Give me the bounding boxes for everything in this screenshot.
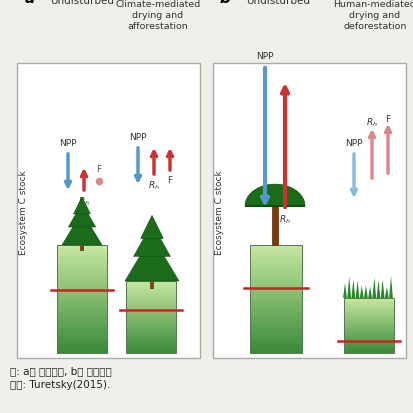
Text: Undisturbed: Undisturbed — [50, 0, 114, 6]
Text: $R_h$: $R_h$ — [148, 180, 160, 192]
Bar — [213, 63, 406, 358]
Text: $R_h$: $R_h$ — [366, 116, 378, 129]
Text: $R_h$: $R_h$ — [279, 213, 291, 225]
Text: NPP: NPP — [256, 52, 274, 61]
Polygon shape — [351, 279, 355, 298]
Polygon shape — [389, 276, 393, 298]
Bar — [17, 63, 200, 358]
Polygon shape — [62, 212, 102, 245]
Text: b: b — [220, 0, 231, 6]
Polygon shape — [368, 286, 372, 298]
Polygon shape — [356, 280, 359, 298]
Bar — [126, 281, 176, 353]
Text: 주: a는 한대습지, b는 열대습지: 주: a는 한대습지, b는 열대습지 — [10, 366, 112, 376]
Bar — [150, 281, 154, 289]
Text: NPP: NPP — [59, 139, 77, 148]
Text: a: a — [25, 0, 35, 6]
Text: $R_h$: $R_h$ — [78, 196, 90, 209]
Bar — [250, 245, 302, 353]
Text: NPP: NPP — [345, 139, 363, 148]
Text: F: F — [167, 176, 173, 185]
Polygon shape — [364, 285, 368, 298]
Polygon shape — [141, 216, 163, 238]
Text: Climate-mediated
drying and
afforestation: Climate-mediated drying and afforestatio… — [115, 0, 201, 31]
Text: NPP: NPP — [129, 133, 147, 142]
Polygon shape — [360, 285, 363, 298]
Polygon shape — [69, 203, 95, 227]
Polygon shape — [74, 197, 90, 214]
Polygon shape — [125, 236, 179, 281]
Text: Human-mediated
drying and
deforestation: Human-mediated drying and deforestation — [334, 0, 413, 31]
Text: Ecosystem C stock: Ecosystem C stock — [216, 171, 225, 255]
Polygon shape — [373, 278, 376, 298]
Bar — [80, 245, 84, 251]
Bar — [344, 298, 394, 353]
Polygon shape — [343, 283, 347, 298]
Polygon shape — [381, 279, 385, 298]
Bar — [57, 245, 107, 353]
Polygon shape — [377, 280, 380, 298]
Text: Undisturbed: Undisturbed — [246, 0, 310, 6]
Text: 자료: Turetsky(2015).: 자료: Turetsky(2015). — [10, 380, 110, 390]
Bar — [272, 206, 278, 245]
Text: F: F — [385, 115, 391, 124]
Polygon shape — [245, 184, 305, 206]
Polygon shape — [347, 277, 351, 298]
Text: F: F — [97, 165, 102, 174]
Polygon shape — [134, 223, 170, 256]
Text: Ecosystem C stock: Ecosystem C stock — [19, 171, 28, 255]
Polygon shape — [385, 287, 389, 298]
